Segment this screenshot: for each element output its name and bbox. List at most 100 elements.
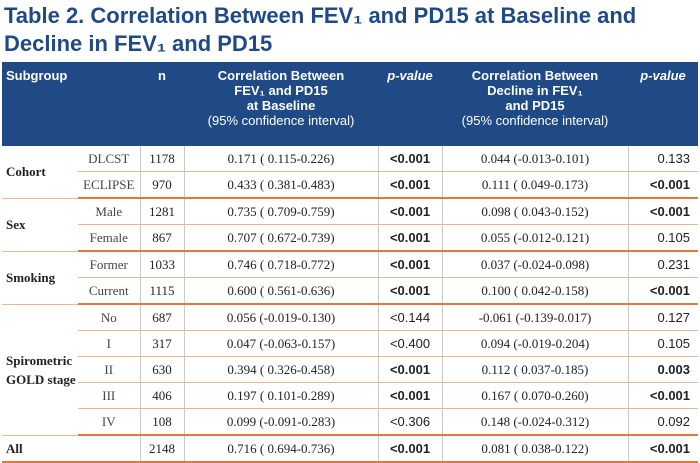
decline-correlation-cell: 0.100 ( 0.042-0.158)	[442, 277, 629, 305]
decline-pvalue-cell: 0.127	[628, 304, 699, 331]
header-subgroup: Subgroup	[2, 62, 141, 146]
group-label: Cohort	[2, 146, 78, 199]
decline-pvalue-cell: 0.133	[628, 146, 699, 172]
decline-pvalue-cell: <0.001	[628, 198, 699, 225]
baseline-correlation-cell: 0.394 ( 0.326-0.458)	[184, 356, 379, 383]
baseline-pvalue-cell: <0.001	[378, 224, 443, 252]
table-row: Female 867 0.707 ( 0.672-0.739) <0.001 0.055…	[2, 224, 699, 252]
table-row: Spirometric GOLD stage No 687 0.056 (-0.019-…	[2, 304, 699, 436]
decline-pvalue-cell: <0.001	[628, 435, 699, 463]
table-row: Smoking Former 1033 0.746 ( 0.718-0.772) <0.…	[2, 251, 699, 305]
baseline-correlation-cell: 0.600 ( 0.561-0.636)	[184, 277, 379, 305]
baseline-correlation-cell: 0.047 (-0.063-0.157)	[184, 330, 379, 357]
baseline-pvalue-cell: <0.306	[378, 408, 443, 436]
baseline-correlation-cell: 0.433 ( 0.381-0.483)	[184, 171, 379, 199]
decline-pvalue-cell: <0.001	[628, 277, 699, 305]
baseline-correlation-cell: 0.171 ( 0.115-0.226)	[184, 146, 379, 172]
decline-correlation-cell: 0.081 ( 0.038-0.122)	[442, 435, 629, 463]
baseline-correlation-cell: 0.707 ( 0.672-0.739)	[184, 224, 379, 252]
table-title: Table 2. Correlation Between FEV₁ and PD…	[4, 2, 698, 58]
table-body: Cohort DLCST 1178 0.171 ( 0.115-0.226) <0.00…	[2, 146, 699, 463]
group-label-line: Spirometric	[6, 352, 73, 368]
correlation-table: Subgroup n Correlation Between FEV₁ and …	[2, 62, 699, 463]
table-row: I 317 0.047 (-0.063-0.157) <0.400 0.094 (-0.…	[2, 330, 699, 357]
baseline-pvalue-cell: <0.001	[378, 198, 443, 225]
baseline-pvalue-cell: <0.001	[378, 382, 443, 409]
baseline-correlation-cell: 0.056 (-0.019-0.130)	[184, 304, 379, 331]
table-row: ECLIPSE 970 0.433 ( 0.381-0.483) <0.001 0.11…	[2, 171, 699, 199]
header-corr-baseline-ci: (95% confidence interval)	[207, 113, 355, 128]
table-row: IV 108 0.099 (-0.091-0.283) <0.306 0.148 (-0…	[2, 408, 699, 436]
decline-pvalue-cell: 0.105	[628, 224, 699, 252]
table-row: Sex Male 1281 0.735 ( 0.709-0.759) <0.001 0.0…	[2, 198, 699, 252]
n-cell: 1115	[139, 277, 185, 305]
subgroup-cell: Male	[78, 198, 141, 225]
baseline-pvalue-cell: <0.001	[378, 277, 443, 305]
decline-correlation-cell: 0.055 (-0.012-0.121)	[442, 224, 629, 252]
subgroup-cell: IV	[78, 408, 141, 436]
baseline-pvalue-cell: <0.400	[378, 330, 443, 357]
header-pvalue-2: p-value	[628, 62, 699, 146]
subgroup-cell: III	[78, 382, 141, 409]
n-cell: 317	[139, 330, 185, 357]
title-line-2: Decline in FEV₁ and PD15	[4, 31, 273, 56]
decline-pvalue-cell: 0.092	[628, 408, 699, 436]
baseline-pvalue-cell: <0.144	[378, 304, 443, 331]
baseline-correlation-cell: 0.197 ( 0.101-0.289)	[184, 382, 379, 409]
baseline-correlation-cell: 0.099 (-0.091-0.283)	[184, 408, 379, 436]
group-label: All	[2, 435, 78, 463]
subgroup-cell: DLCST	[78, 146, 141, 172]
table-row: II 630 0.394 ( 0.326-0.458) <0.001 0.112 ( 0…	[2, 356, 699, 383]
decline-correlation-cell: 0.044 (-0.013-0.101)	[442, 146, 629, 172]
decline-correlation-cell: -0.061 (-0.139-0.017)	[442, 304, 629, 331]
decline-correlation-cell: 0.094 (-0.019-0.204)	[442, 330, 629, 357]
subgroup-cell: I	[78, 330, 141, 357]
header-corr-decline-l2: Decline in FEV₁	[487, 83, 583, 98]
n-cell: 630	[139, 356, 185, 383]
decline-pvalue-cell: 0.231	[628, 251, 699, 278]
baseline-pvalue-cell: <0.001	[378, 251, 443, 278]
group-label: Smoking	[2, 251, 78, 305]
n-cell: 1033	[139, 251, 185, 278]
header-corr-baseline-l3: at Baseline	[246, 98, 316, 113]
title-line-1: Table 2. Correlation Between FEV₁ and PD…	[4, 3, 637, 28]
decline-pvalue-cell: 0.105	[628, 330, 699, 357]
header-corr-baseline: Correlation Between FEV₁ and PD15 at Bas…	[184, 62, 379, 146]
decline-correlation-cell: 0.148 (-0.024-0.312)	[442, 408, 629, 436]
header-corr-decline: Correlation Between Decline in FEV₁ and …	[442, 62, 629, 146]
n-cell: 406	[139, 382, 185, 409]
header-corr-decline-ci: (95% confidence interval)	[461, 113, 609, 128]
baseline-correlation-cell: 0.735 ( 0.709-0.759)	[184, 198, 379, 225]
header-corr-decline-l1: Correlation Between	[471, 68, 599, 83]
header-row: Subgroup n Correlation Between FEV₁ and …	[2, 62, 699, 146]
table-row: Current 1115 0.600 ( 0.561-0.636) <0.001 0.1…	[2, 277, 699, 305]
baseline-pvalue-cell: <0.001	[378, 435, 443, 463]
decline-correlation-cell: 0.167 ( 0.070-0.260)	[442, 382, 629, 409]
decline-correlation-cell: 0.112 ( 0.037-0.185)	[442, 356, 629, 383]
group-label-line: GOLD stage	[6, 371, 76, 387]
n-cell: 867	[139, 224, 185, 252]
n-cell: 687	[139, 304, 185, 331]
header-corr-decline-l3: and PD15	[505, 98, 565, 113]
subgroup-cell: ECLIPSE	[78, 171, 141, 199]
subgroup-cell: Former	[78, 251, 141, 278]
header-pvalue-1: p-value	[378, 62, 443, 146]
baseline-correlation-cell: 0.716 ( 0.694-0.736)	[184, 435, 379, 463]
n-cell: 1281	[139, 198, 185, 225]
subgroup-cell: No	[78, 304, 141, 331]
header-corr-baseline-l1: Correlation Between	[217, 68, 345, 83]
subgroup-cell: II	[78, 356, 141, 383]
n-cell: 1178	[139, 146, 185, 172]
decline-correlation-cell: 0.098 ( 0.043-0.152)	[442, 198, 629, 225]
baseline-pvalue-cell: <0.001	[378, 356, 443, 383]
decline-pvalue-cell: <0.001	[628, 382, 699, 409]
table-row: III 406 0.197 ( 0.101-0.289) <0.001 0.167 ( …	[2, 382, 699, 409]
subgroup-cell: Female	[78, 224, 141, 252]
baseline-correlation-cell: 0.746 ( 0.718-0.772)	[184, 251, 379, 278]
group-label: Sex	[2, 198, 78, 252]
subgroup-cell	[78, 435, 141, 463]
decline-correlation-cell: 0.037 (-0.024-0.098)	[442, 251, 629, 278]
n-cell: 2148	[139, 435, 185, 463]
header-corr-baseline-l2: FEV₁ and PD15	[234, 83, 328, 98]
header-n: n	[140, 62, 185, 146]
